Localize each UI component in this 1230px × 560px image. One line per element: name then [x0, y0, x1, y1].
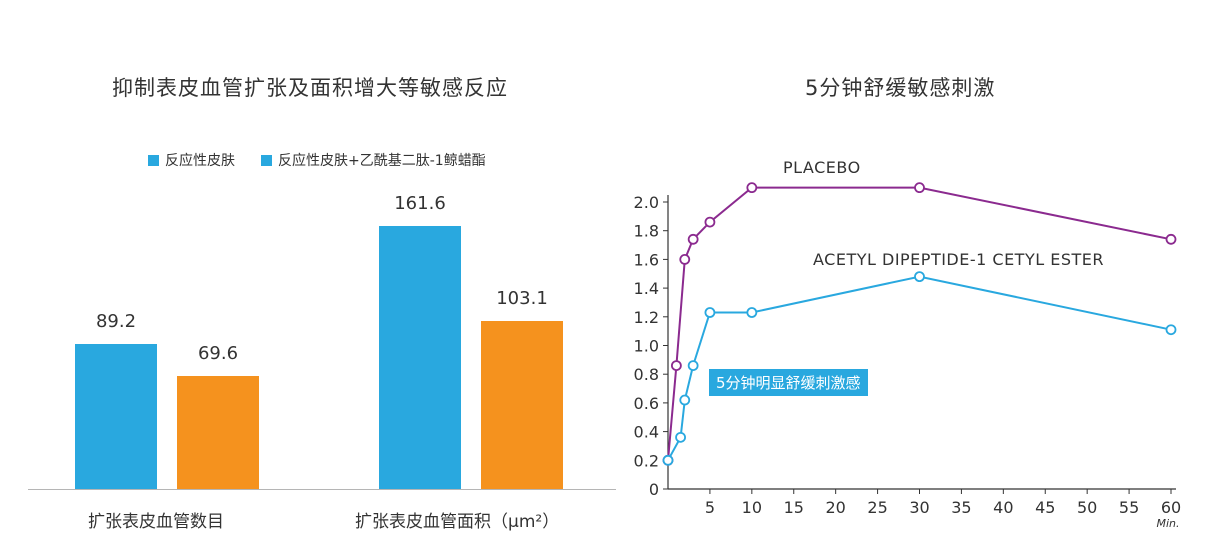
bar-value-label: 69.6 [197, 342, 239, 364]
series-point [687, 233, 699, 245]
series-line [667, 186, 1172, 461]
series-point [746, 182, 758, 194]
series-point [1165, 324, 1177, 336]
legend-item-reactive-skin-treated: 反应性皮肤+乙酰基二肽-1鲸蜡酯 [261, 150, 486, 170]
bar-chart-legend: 反应性皮肤 反应性皮肤+乙酰基二肽-1鲸蜡酯 [148, 150, 512, 170]
series-point [746, 307, 758, 318]
line-chart-series [662, 182, 1177, 466]
y-tick-label: 1.4 [634, 279, 659, 298]
y-tick-label: 0.6 [634, 394, 659, 413]
bar [379, 226, 461, 489]
x-tick-label: 40 [993, 498, 1013, 517]
series-point [679, 253, 691, 265]
series-point [914, 182, 925, 194]
series-label-acetyl: ACETYL DIPEPTIDE-1 CETYL ESTER [813, 250, 1104, 269]
series-point [679, 394, 691, 406]
annotation-callout: 5分钟明显舒缓刺激感 [709, 369, 868, 396]
legend-label: 反应性皮肤 [165, 153, 235, 169]
bar [75, 343, 157, 489]
line-chart-axes: 0 0.2 0.4 0.6 0.8 1.0 1.2 1.4 1.6 1.8 2.0 5 10 15 20 25… [634, 193, 1182, 530]
x-tick-label: 45 [1035, 498, 1055, 517]
x-tick-label: 30 [909, 498, 929, 517]
series-line [667, 275, 1172, 461]
bar [177, 375, 259, 489]
y-tick-label: 2.0 [634, 193, 659, 212]
series-point [670, 360, 682, 371]
bar [481, 321, 563, 489]
series-point [704, 307, 716, 318]
bar-value-label: 103.1 [496, 288, 548, 310]
legend-item-reactive-skin: 反应性皮肤 [148, 150, 235, 170]
bar-chart-title: 抑制表皮血管扩张及面积增大等敏感反应 [112, 76, 508, 100]
series-label-placebo: PLACEBO [783, 158, 861, 177]
y-tick-label: 1.8 [634, 222, 659, 241]
series-point [914, 271, 925, 283]
x-tick-label: 55 [1119, 498, 1139, 517]
x-tick-label: 20 [825, 498, 845, 517]
legend-swatch-blue [148, 154, 159, 166]
x-tick-label: 15 [784, 498, 804, 517]
x-tick-label: 5 [705, 498, 715, 517]
series-point [687, 360, 699, 371]
x-tick-label: 50 [1077, 498, 1097, 517]
x-tick-label: 35 [951, 498, 971, 517]
series-point [1165, 233, 1177, 245]
bar-category-label: 扩张表皮血管面积（μm²） [355, 512, 560, 532]
y-tick-label: 1.6 [634, 250, 659, 269]
y-tick-label: 0 [649, 480, 659, 499]
bar-category-label: 扩张表皮血管数目 [88, 512, 224, 532]
y-tick-label: 0.4 [634, 423, 659, 442]
series-point [662, 454, 674, 466]
y-tick-label: 0.8 [634, 365, 659, 384]
line-chart-title: 5分钟舒缓敏感刺激 [805, 76, 996, 100]
y-tick-label: 1.0 [634, 337, 659, 356]
legend-label: 反应性皮肤+乙酰基二肽-1鲸蜡酯 [278, 153, 486, 169]
y-tick-label: 0.2 [634, 451, 659, 470]
bar-baseline [28, 489, 616, 490]
x-tick-label: 10 [742, 498, 762, 517]
series-point [704, 216, 716, 228]
line-chart-labels: PLACEBO ACETYL DIPEPTIDE-1 CETYL ESTER [783, 158, 1104, 269]
x-tick-label: 60 [1161, 498, 1181, 517]
x-unit-label: Min. [1156, 517, 1179, 530]
x-tick-label: 25 [867, 498, 887, 517]
bar-value-label: 161.6 [394, 193, 446, 214]
legend-swatch-orange [261, 154, 272, 166]
y-tick-label: 1.2 [634, 308, 659, 327]
bar-value-label: 89.2 [95, 310, 137, 332]
series-point [675, 431, 686, 443]
